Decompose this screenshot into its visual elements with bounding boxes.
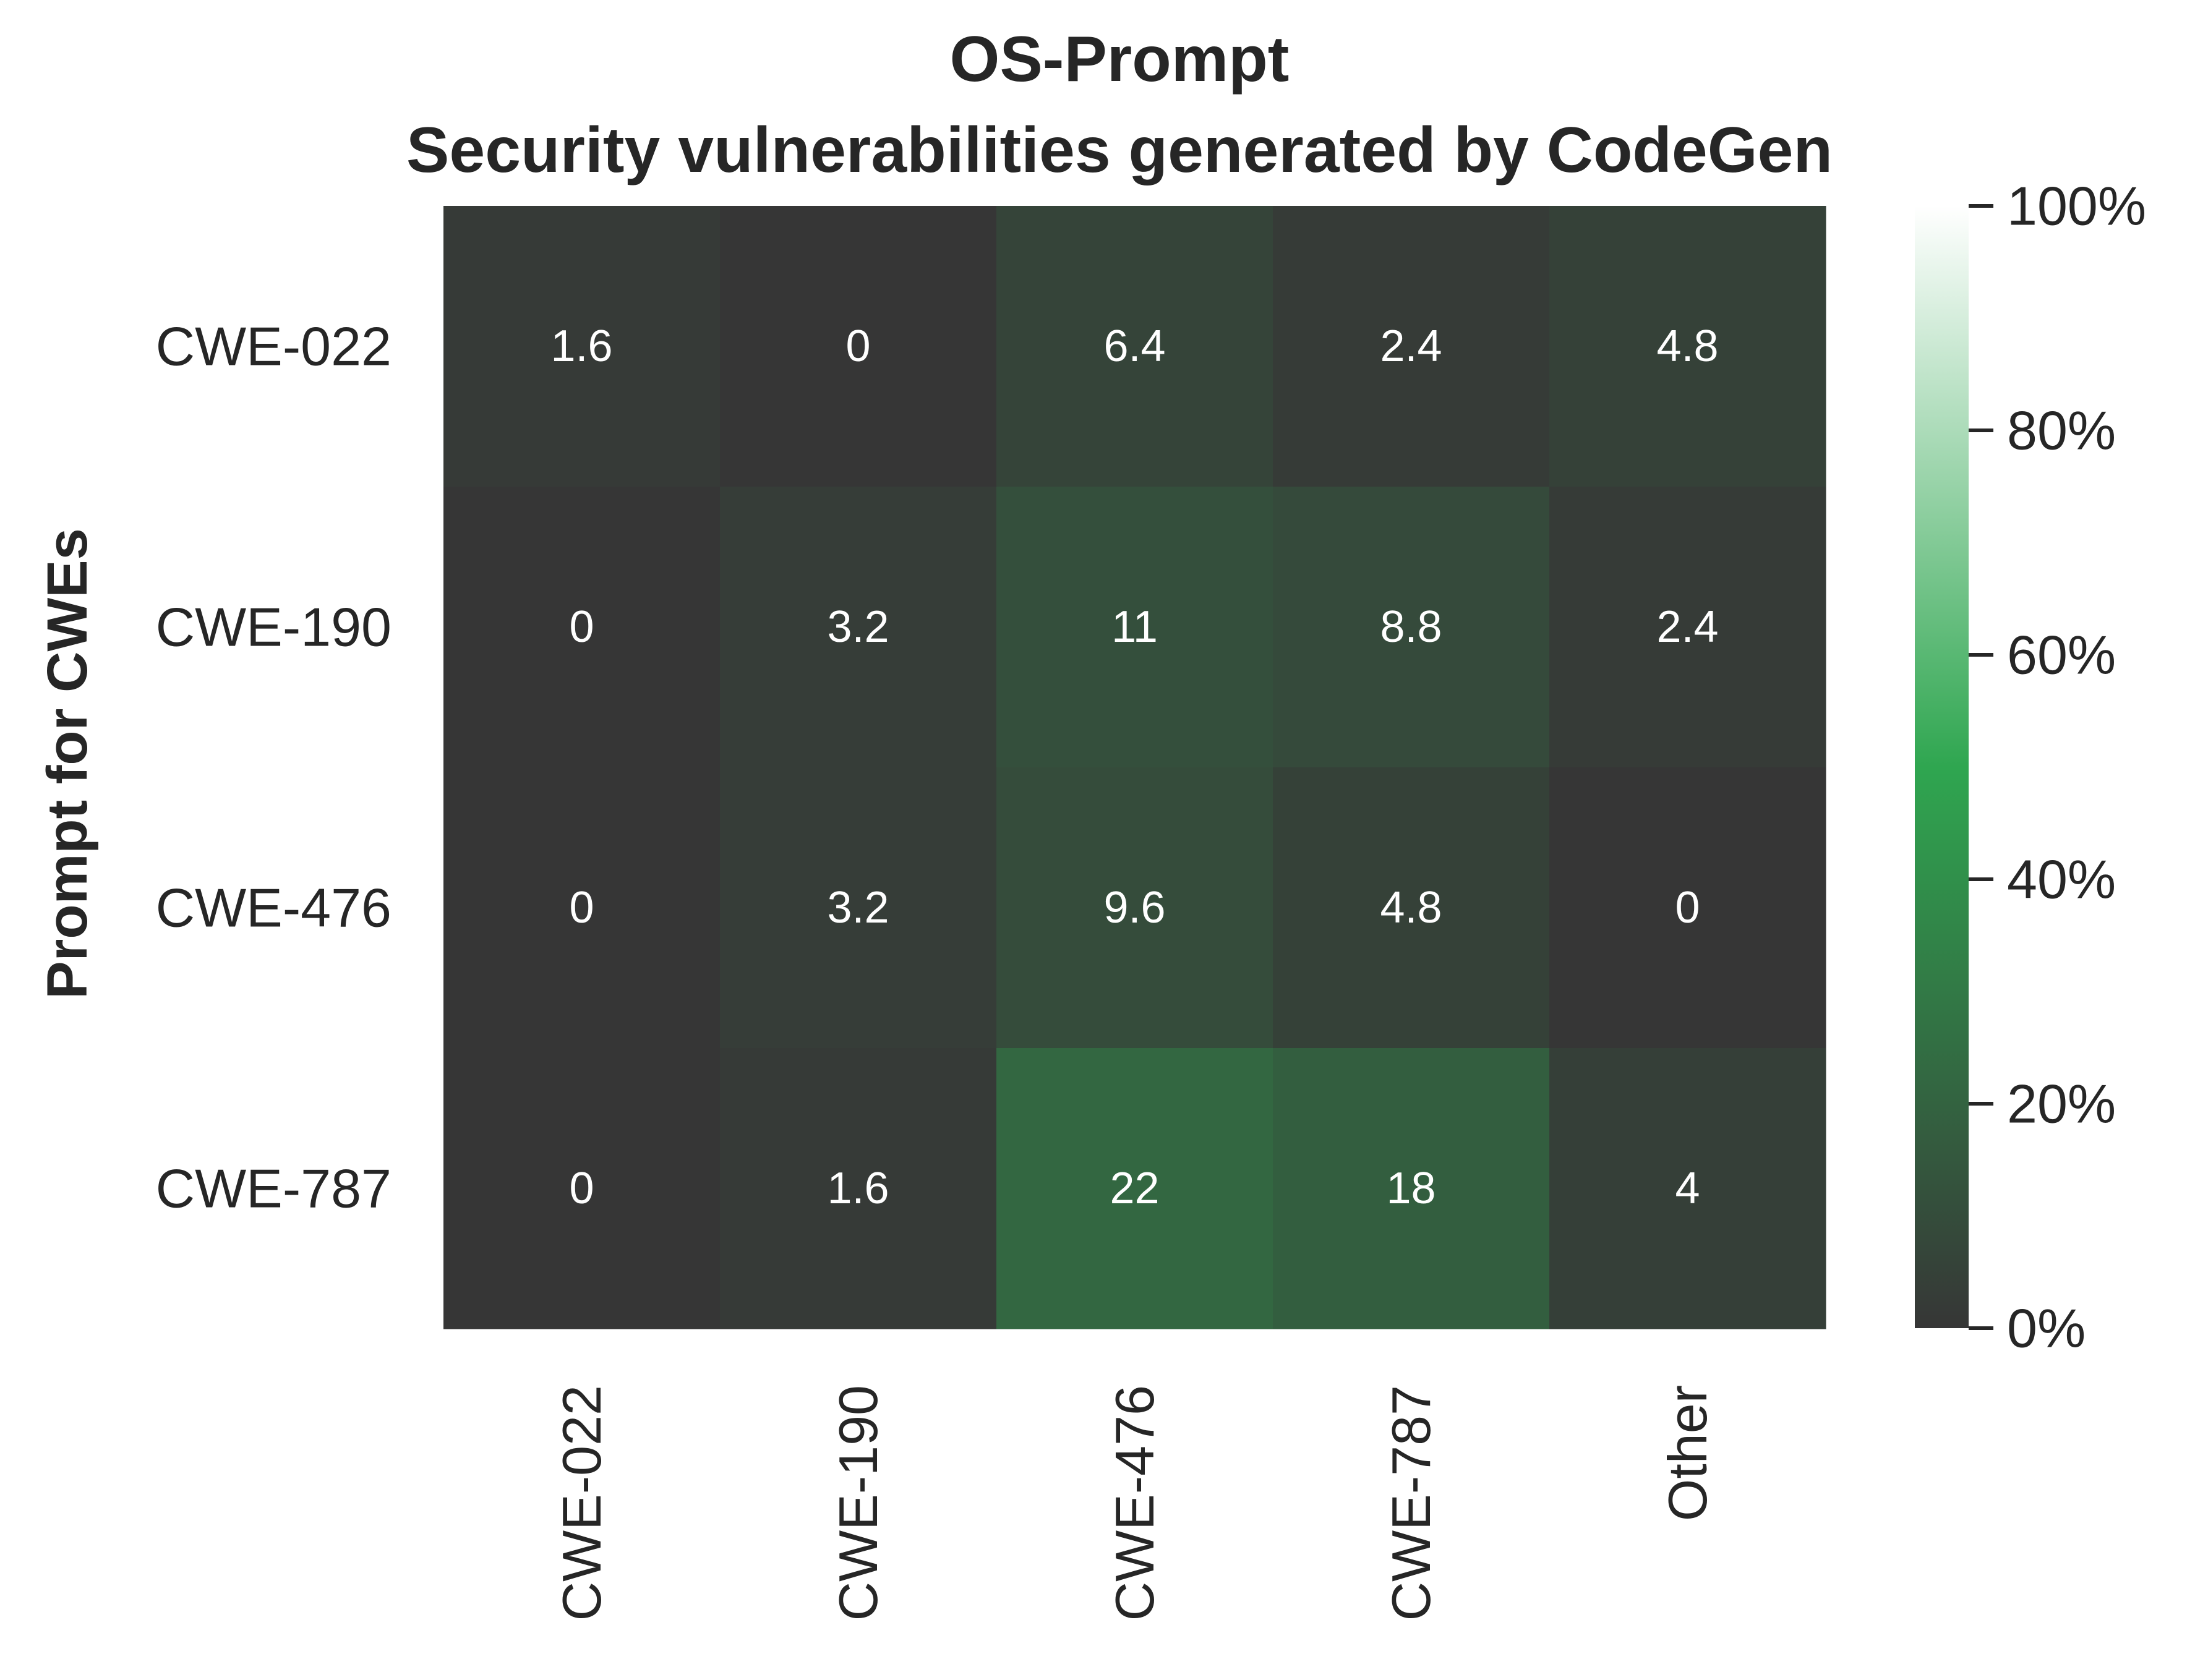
colorbar-tick-label: 60% (2007, 625, 2116, 686)
heatmap-cell (443, 206, 721, 487)
heatmap-cell (443, 487, 721, 768)
cell-annotation: 0 (1675, 883, 1700, 932)
cell-annotation: 3.2 (827, 602, 889, 652)
cell-annotation: 3.2 (827, 883, 889, 932)
cell-annotation: 4.8 (1380, 883, 1442, 932)
colorbar-tick-label: 20% (2007, 1073, 2116, 1135)
heatmap-cell (1273, 206, 1550, 487)
heatmap-cell (1273, 487, 1550, 768)
cell-annotation: 22 (1110, 1164, 1159, 1213)
x-tick-labels: CWE-022 CWE-190 CWE-476 CWE-787 Other (551, 1385, 1718, 1621)
y-tick-label: CWE-022 (156, 316, 392, 377)
cell-annotation: 9.6 (1103, 883, 1165, 932)
heatmap-cell (1273, 767, 1550, 1049)
heatmap-cell (720, 487, 997, 768)
colorbar-tick-label: 40% (2007, 849, 2116, 910)
cell-annotation: 1.6 (827, 1164, 889, 1213)
heatmap-cell (996, 767, 1273, 1049)
cell-annotation: 2.4 (1656, 602, 1718, 652)
x-tick-label: Other (1657, 1385, 1718, 1521)
cell-annotation: 8.8 (1380, 602, 1442, 652)
colorbar-tick-label: 100% (2007, 176, 2146, 237)
x-tick-label: CWE-190 (828, 1385, 889, 1621)
cell-annotation: 4.8 (1656, 322, 1718, 371)
heatmap-cells (443, 206, 1826, 1329)
heatmap-cell (720, 1048, 997, 1329)
x-tick-label: CWE-022 (551, 1385, 612, 1621)
x-tick-label: CWE-787 (1380, 1385, 1442, 1621)
colorbar (1915, 206, 1969, 1328)
cell-annotation: 6.4 (1103, 322, 1165, 371)
colorbar-tick-label: 80% (2007, 400, 2116, 461)
heatmap-cell (1549, 1048, 1826, 1329)
colorbar-tick-label: 0% (2007, 1298, 2086, 1359)
y-tick-label: CWE-787 (156, 1158, 392, 1219)
heatmap-cell (996, 206, 1273, 487)
cell-annotation: 2.4 (1380, 322, 1442, 371)
heatmap-cell (996, 487, 1273, 768)
y-axis-label: Prompt for CWEs (36, 528, 99, 999)
cell-annotation: 11 (1111, 602, 1158, 652)
heatmap-cell (720, 767, 997, 1049)
chart-title-line-2: Security vulnerabilities generated by Co… (406, 114, 1833, 186)
heatmap-cell (720, 206, 997, 487)
y-tick-label: CWE-190 (156, 597, 392, 658)
y-tick-label: CWE-476 (156, 877, 392, 939)
chart-title-line-1: OS-Prompt (950, 23, 1290, 95)
heatmap-cell (1549, 206, 1826, 487)
x-tick-label: CWE-476 (1104, 1385, 1165, 1621)
cell-annotation: 0 (845, 322, 870, 371)
colorbar-ticks: 0% 20% 40% 60% 80% 100% (1969, 176, 2146, 1359)
heatmap-cell (1549, 767, 1826, 1049)
heatmap-cell (996, 1048, 1273, 1329)
cell-annotation: 0 (569, 883, 594, 932)
heatmap-cell (443, 767, 721, 1049)
heatmap-cell (1273, 1048, 1550, 1329)
cell-annotation: 18 (1386, 1164, 1436, 1213)
cell-annotations: 1.6 0 6.4 2.4 4.8 0 3.2 11 8.8 2.4 0 3.2 9.6 4.8 0 0 1.6… (550, 322, 1718, 1213)
y-tick-labels: CWE-022 CWE-190 CWE-476 CWE-787 (156, 316, 392, 1219)
cell-annotation: 1.6 (550, 322, 612, 371)
heatmap-cell (1549, 487, 1826, 768)
cell-annotation: 0 (569, 1164, 594, 1213)
heatmap-cell (443, 1048, 721, 1329)
cell-annotation: 0 (569, 602, 594, 652)
cell-annotation: 4 (1675, 1164, 1700, 1213)
